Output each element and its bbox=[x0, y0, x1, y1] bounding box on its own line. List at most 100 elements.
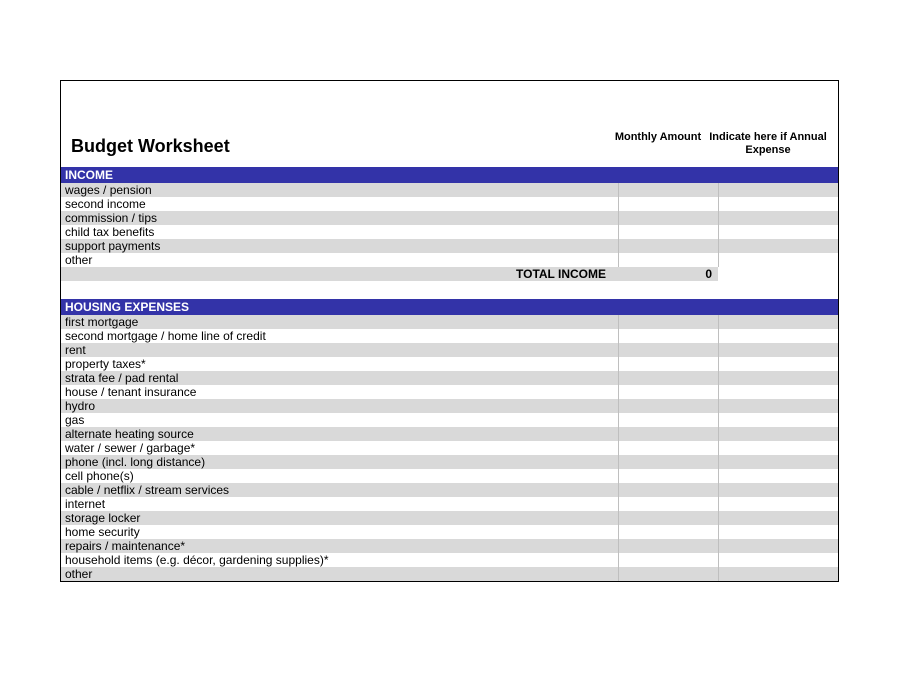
monthly-amount-cell[interactable] bbox=[618, 357, 718, 371]
monthly-amount-cell[interactable] bbox=[618, 253, 718, 267]
table-row: internet bbox=[61, 497, 838, 511]
monthly-amount-cell[interactable] bbox=[618, 371, 718, 385]
column-headers: Monthly Amount Indicate here if Annual E… bbox=[608, 131, 828, 157]
annual-indicator-cell[interactable] bbox=[718, 413, 838, 427]
section-header: HOUSING EXPENSES bbox=[61, 299, 838, 315]
monthly-amount-cell[interactable] bbox=[618, 539, 718, 553]
table-row: first mortgage bbox=[61, 315, 838, 329]
row-label: other bbox=[61, 567, 618, 581]
row-label: support payments bbox=[61, 239, 618, 253]
col-header-monthly: Monthly Amount bbox=[608, 131, 708, 157]
monthly-amount-cell[interactable] bbox=[618, 511, 718, 525]
table-row: strata fee / pad rental bbox=[61, 371, 838, 385]
annual-indicator-cell[interactable] bbox=[718, 315, 838, 329]
annual-indicator-cell[interactable] bbox=[718, 399, 838, 413]
table-row: cable / netflix / stream services bbox=[61, 483, 838, 497]
annual-indicator-cell[interactable] bbox=[718, 455, 838, 469]
annual-indicator-cell[interactable] bbox=[718, 553, 838, 567]
row-label: cell phone(s) bbox=[61, 469, 618, 483]
row-label: repairs / maintenance* bbox=[61, 539, 618, 553]
table-row: water / sewer / garbage* bbox=[61, 441, 838, 455]
total-label: TOTAL INCOME bbox=[61, 267, 618, 281]
annual-indicator-cell[interactable] bbox=[718, 525, 838, 539]
annual-indicator-cell[interactable] bbox=[718, 329, 838, 343]
annual-indicator-cell[interactable] bbox=[718, 197, 838, 211]
section-gap bbox=[61, 281, 838, 299]
total-spacer bbox=[718, 267, 838, 281]
monthly-amount-cell[interactable] bbox=[618, 455, 718, 469]
table-row: second income bbox=[61, 197, 838, 211]
row-label: household items (e.g. décor, gardening s… bbox=[61, 553, 618, 567]
monthly-amount-cell[interactable] bbox=[618, 239, 718, 253]
monthly-amount-cell[interactable] bbox=[618, 483, 718, 497]
table-row: property taxes* bbox=[61, 357, 838, 371]
annual-indicator-cell[interactable] bbox=[718, 225, 838, 239]
section-header: INCOME bbox=[61, 167, 838, 183]
row-label: alternate heating source bbox=[61, 427, 618, 441]
table-row: repairs / maintenance* bbox=[61, 539, 838, 553]
row-label: second income bbox=[61, 197, 618, 211]
row-label: house / tenant insurance bbox=[61, 385, 618, 399]
monthly-amount-cell[interactable] bbox=[618, 315, 718, 329]
row-label: home security bbox=[61, 525, 618, 539]
sections-container: INCOMEwages / pensionsecond incomecommis… bbox=[61, 167, 838, 581]
monthly-amount-cell[interactable] bbox=[618, 211, 718, 225]
table-row: house / tenant insurance bbox=[61, 385, 838, 399]
row-label: hydro bbox=[61, 399, 618, 413]
table-row: storage locker bbox=[61, 511, 838, 525]
annual-indicator-cell[interactable] bbox=[718, 385, 838, 399]
total-row: TOTAL INCOME0 bbox=[61, 267, 838, 281]
row-label: property taxes* bbox=[61, 357, 618, 371]
monthly-amount-cell[interactable] bbox=[618, 427, 718, 441]
table-row: commission / tips bbox=[61, 211, 838, 225]
monthly-amount-cell[interactable] bbox=[618, 329, 718, 343]
header-area: Budget Worksheet Monthly Amount Indicate… bbox=[61, 81, 838, 167]
table-row: hydro bbox=[61, 399, 838, 413]
row-label: water / sewer / garbage* bbox=[61, 441, 618, 455]
table-row: gas bbox=[61, 413, 838, 427]
monthly-amount-cell[interactable] bbox=[618, 225, 718, 239]
row-label: other bbox=[61, 253, 618, 267]
annual-indicator-cell[interactable] bbox=[718, 567, 838, 581]
annual-indicator-cell[interactable] bbox=[718, 357, 838, 371]
annual-indicator-cell[interactable] bbox=[718, 343, 838, 357]
monthly-amount-cell[interactable] bbox=[618, 343, 718, 357]
annual-indicator-cell[interactable] bbox=[718, 469, 838, 483]
row-label: child tax benefits bbox=[61, 225, 618, 239]
page-title: Budget Worksheet bbox=[71, 136, 230, 157]
table-row: other bbox=[61, 567, 838, 581]
annual-indicator-cell[interactable] bbox=[718, 483, 838, 497]
row-label: cable / netflix / stream services bbox=[61, 483, 618, 497]
row-label: storage locker bbox=[61, 511, 618, 525]
annual-indicator-cell[interactable] bbox=[718, 511, 838, 525]
monthly-amount-cell[interactable] bbox=[618, 441, 718, 455]
annual-indicator-cell[interactable] bbox=[718, 497, 838, 511]
annual-indicator-cell[interactable] bbox=[718, 371, 838, 385]
table-row: home security bbox=[61, 525, 838, 539]
annual-indicator-cell[interactable] bbox=[718, 211, 838, 225]
annual-indicator-cell[interactable] bbox=[718, 539, 838, 553]
annual-indicator-cell[interactable] bbox=[718, 183, 838, 197]
monthly-amount-cell[interactable] bbox=[618, 399, 718, 413]
table-row: other bbox=[61, 253, 838, 267]
table-row: alternate heating source bbox=[61, 427, 838, 441]
monthly-amount-cell[interactable] bbox=[618, 567, 718, 581]
monthly-amount-cell[interactable] bbox=[618, 469, 718, 483]
monthly-amount-cell[interactable] bbox=[618, 497, 718, 511]
monthly-amount-cell[interactable] bbox=[618, 553, 718, 567]
monthly-amount-cell[interactable] bbox=[618, 197, 718, 211]
row-label: first mortgage bbox=[61, 315, 618, 329]
monthly-amount-cell[interactable] bbox=[618, 183, 718, 197]
col-header-annual: Indicate here if Annual Expense bbox=[708, 131, 828, 157]
annual-indicator-cell[interactable] bbox=[718, 253, 838, 267]
table-row: wages / pension bbox=[61, 183, 838, 197]
table-row: support payments bbox=[61, 239, 838, 253]
row-label: rent bbox=[61, 343, 618, 357]
annual-indicator-cell[interactable] bbox=[718, 239, 838, 253]
annual-indicator-cell[interactable] bbox=[718, 427, 838, 441]
annual-indicator-cell[interactable] bbox=[718, 441, 838, 455]
table-row: second mortgage / home line of credit bbox=[61, 329, 838, 343]
monthly-amount-cell[interactable] bbox=[618, 525, 718, 539]
monthly-amount-cell[interactable] bbox=[618, 413, 718, 427]
monthly-amount-cell[interactable] bbox=[618, 385, 718, 399]
